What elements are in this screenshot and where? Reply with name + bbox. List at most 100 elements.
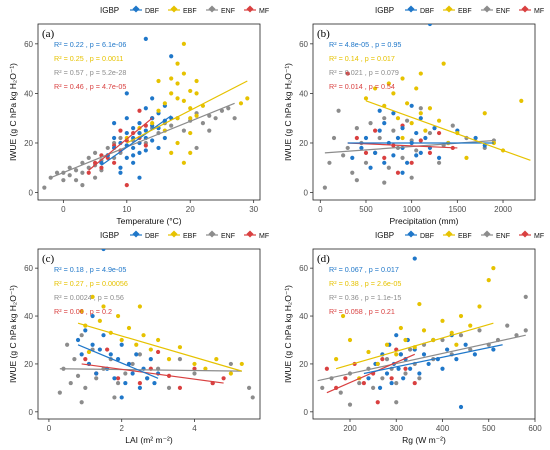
stat-ebf: R² = 0.27 , p = 0.00056 <box>54 279 128 288</box>
point-enf <box>246 385 252 390</box>
point-dbf <box>382 160 387 165</box>
y-tick-label: 0 <box>29 408 34 417</box>
point-dbf <box>491 347 496 352</box>
point-mf <box>99 165 104 170</box>
point-dbf <box>150 138 155 143</box>
point-enf <box>79 400 84 405</box>
point-mf <box>115 376 121 381</box>
data-layer <box>322 24 531 190</box>
point-enf <box>130 361 135 367</box>
point-dbf <box>427 24 433 27</box>
x-axis-label: Temperature (°C) <box>116 216 181 226</box>
point-ebf <box>181 41 186 46</box>
legend-entry-enf: ENF <box>496 8 510 15</box>
legend-entry-mf: MF <box>534 8 544 15</box>
point-enf <box>72 357 77 362</box>
fit-line-enf <box>50 102 235 179</box>
point-enf <box>169 123 174 128</box>
y-tick-label: 0 <box>29 189 34 198</box>
point-ebf <box>188 130 193 136</box>
point-dbf <box>137 150 142 156</box>
y-axis-label: IWUE (g C hPa kg H₂O⁻¹) <box>283 285 293 383</box>
point-dbf <box>395 135 401 141</box>
point-dbf <box>119 395 124 400</box>
x-tick-label: 600 <box>528 424 542 433</box>
point-mf <box>403 366 408 371</box>
legend-entry-ebf: EBF <box>183 8 197 15</box>
point-enf <box>320 385 325 390</box>
point-ebf <box>175 61 180 66</box>
point-ebf <box>115 313 121 319</box>
point-ebf <box>440 318 445 323</box>
point-ebf <box>188 116 193 121</box>
panel-a: IGBP DBF EBF ENF MF 0 10 20 30 0 20 40 60 Temperature… <box>8 5 269 226</box>
point-ebf <box>162 101 167 106</box>
y-tick-label: 0 <box>304 189 309 198</box>
point-enf <box>354 178 359 183</box>
point-ebf <box>363 96 369 101</box>
point-dbf <box>412 256 417 261</box>
point-ebf <box>436 118 442 123</box>
stat-enf: R² = 0.57 , p = 5.2e-28 <box>54 68 126 77</box>
panel-b: IGBP DBF EBF ENF MF 0 500 1000 1500 2000 0 20 40 60 Pr… <box>283 5 544 226</box>
point-enf <box>403 371 408 376</box>
legend-entry-ebf: EBF <box>458 233 472 240</box>
point-ebf <box>155 337 161 343</box>
point-enf <box>118 135 123 141</box>
point-dbf <box>391 111 396 116</box>
point-enf <box>357 380 362 386</box>
y-tick-label: 40 <box>24 312 33 321</box>
point-ebf <box>79 309 84 314</box>
point-dbf <box>131 126 136 131</box>
point-enf <box>137 352 143 357</box>
point-dbf <box>421 352 427 357</box>
point-dbf <box>389 380 394 386</box>
point-dbf <box>350 155 355 160</box>
point-dbf <box>134 352 139 357</box>
panel-label: (a) <box>42 28 55 40</box>
point-ebf <box>482 111 487 116</box>
point-ebf <box>194 113 199 118</box>
point-enf <box>386 165 391 170</box>
point-mf <box>343 376 348 381</box>
y-tick-label: 60 <box>24 264 33 273</box>
point-enf <box>228 361 233 367</box>
stat-dbf: R² = 4.8e-05 , p = 0.95 <box>329 40 401 49</box>
legend-key-ebf <box>445 5 453 13</box>
legend-entry-ebf: EBF <box>183 233 197 240</box>
point-dbf <box>162 135 167 141</box>
point-enf <box>61 178 66 183</box>
point-dbf <box>391 153 396 158</box>
point-enf <box>418 106 423 111</box>
x-axis-label: Rg (W m⁻²) <box>402 435 446 445</box>
fit-line-ebf <box>126 80 248 144</box>
point-ebf <box>384 342 390 347</box>
point-enf <box>92 150 98 156</box>
point-mf <box>412 380 417 386</box>
point-ebf <box>340 313 346 319</box>
legend-entry-enf: ENF <box>221 233 235 240</box>
point-dbf <box>156 145 161 151</box>
point-enf <box>384 357 390 362</box>
point-enf <box>83 385 88 390</box>
point-dbf <box>440 366 445 371</box>
point-enf <box>514 333 519 338</box>
point-ebf <box>169 91 174 96</box>
legend-key-dbf <box>132 5 140 13</box>
point-enf <box>213 116 218 121</box>
legend-entry-mf: MF <box>259 233 269 240</box>
point-dbf <box>418 116 423 121</box>
point-dbf <box>417 371 422 376</box>
fit-line-mf <box>81 363 224 384</box>
y-tick-label: 40 <box>299 312 308 321</box>
point-ebf <box>90 294 95 299</box>
point-enf <box>331 135 337 141</box>
point-enf <box>86 155 91 160</box>
point-enf <box>371 385 376 390</box>
point-ebf <box>228 371 233 376</box>
legend-entry-dbf: DBF <box>145 8 159 15</box>
point-enf <box>177 357 183 362</box>
point-dbf <box>145 376 150 381</box>
point-mf <box>363 150 369 156</box>
panel-label: (b) <box>317 28 330 40</box>
